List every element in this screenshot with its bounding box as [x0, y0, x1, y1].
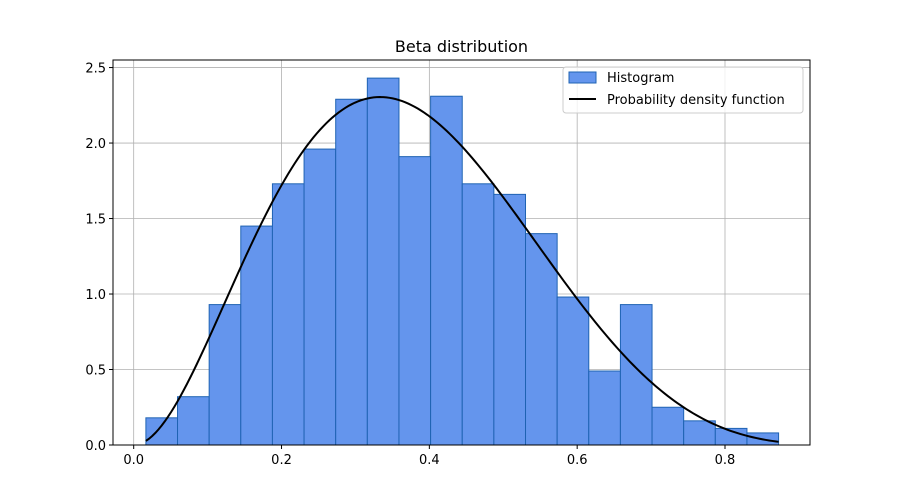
legend-histogram-label: Histogram: [607, 71, 674, 86]
chart-title: Beta distribution: [395, 37, 528, 56]
histogram-bar: [366, 77, 400, 446]
histogram-bar: [619, 304, 653, 446]
x-tick-label: 0.4: [419, 453, 440, 468]
histogram-bar: [683, 420, 716, 446]
histogram-bar: [145, 417, 179, 446]
x-tick-label: 0.6: [567, 453, 588, 468]
y-tick-label: 0.5: [85, 364, 106, 379]
histogram-bar: [588, 370, 621, 446]
histogram-bar: [398, 156, 432, 446]
histogram-bar: [335, 98, 368, 446]
histogram-bar: [651, 406, 685, 446]
y-tick-label: 2.0: [85, 137, 106, 152]
pdf-curve: [145, 96, 779, 443]
histogram-bar: [556, 296, 590, 446]
plot-frame: [112, 59, 811, 446]
legend-histogram-swatch: [568, 71, 597, 84]
pdf-layer: [145, 96, 779, 443]
y-tick-label: 2.5: [85, 62, 106, 77]
legend-box: [562, 66, 804, 114]
ticks-layer: 0.0 0.2 0.4 0.6 0.8 0.0 0.5 1.0 1.5 2.0 2.5: [85, 62, 735, 468]
histogram-bar: [430, 95, 463, 446]
histogram-bar: [177, 396, 210, 446]
legend-pdf-label: Probability density function: [607, 93, 785, 108]
legend: Histogram Probability density function: [562, 66, 804, 114]
x-tick-label: 0.0: [123, 453, 144, 468]
histogram-bar: [271, 183, 305, 446]
histogram-bar: [461, 183, 495, 446]
y-tick-label: 1.0: [85, 288, 106, 303]
histogram-bar: [303, 148, 337, 446]
y-tick-label: 1.5: [85, 213, 106, 228]
y-tick-label: 0.0: [85, 439, 106, 454]
x-tick-label: 0.2: [271, 453, 292, 468]
x-tick-label: 0.8: [715, 453, 736, 468]
histogram-bar: [493, 193, 527, 446]
